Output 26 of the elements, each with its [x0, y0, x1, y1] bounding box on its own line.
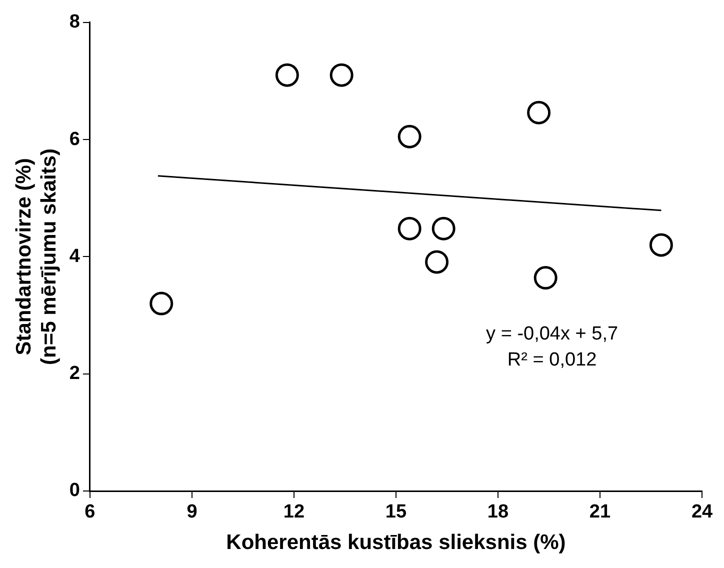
x-tick-label: 9: [186, 502, 198, 523]
y-axis-title: Standartnovirze (%) (n=5 mērījumu skaits): [12, 148, 61, 365]
x-tick-label: 24: [691, 502, 713, 523]
y-tick-label: 6: [69, 128, 80, 150]
point: [649, 233, 673, 257]
point: [330, 63, 354, 87]
x-tick-label: 12: [283, 502, 305, 523]
x-tick-label: 18: [487, 502, 509, 523]
point: [275, 63, 299, 87]
x-tick-label: 21: [589, 502, 611, 523]
y-tick-label: 0: [69, 480, 80, 502]
y-tick-label: 2: [69, 363, 80, 384]
annotation: R² = 0,012: [507, 349, 597, 370]
point: [425, 250, 449, 274]
annotation: y = -0,04x + 5,7: [486, 323, 618, 344]
point: [150, 292, 174, 316]
y-tick-label: 8: [69, 12, 80, 33]
x-axis-title: Koherentās kustības slieksnis (%): [226, 531, 566, 554]
point: [432, 216, 456, 240]
x-tick-label: 6: [84, 502, 96, 523]
point: [527, 100, 551, 124]
point: [534, 266, 558, 290]
point: [398, 124, 422, 148]
y-tick-label: 4: [69, 246, 80, 267]
x-tick-label: 15: [385, 502, 407, 523]
point: [398, 216, 422, 240]
